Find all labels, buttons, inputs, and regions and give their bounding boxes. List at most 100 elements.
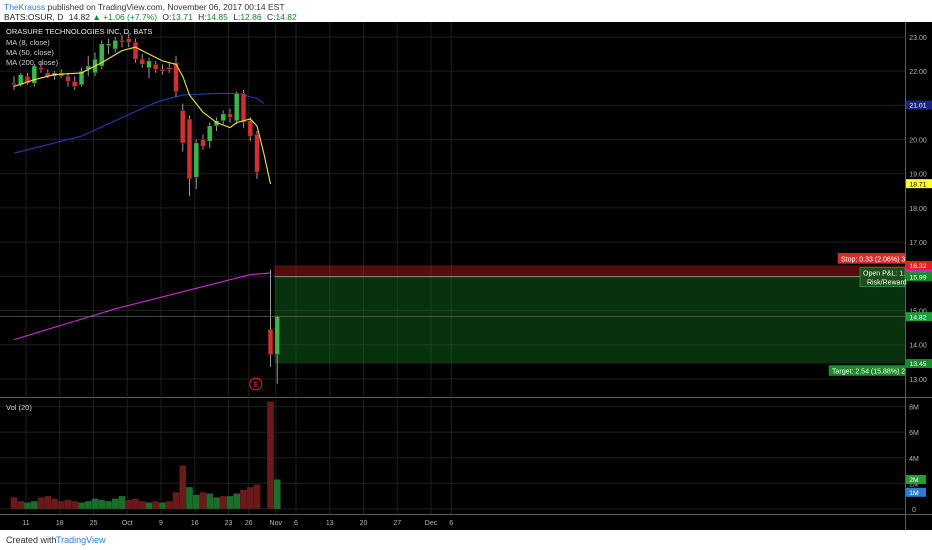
time-tick-label: 26: [245, 520, 253, 527]
created-with-text: Created with: [6, 535, 57, 545]
open-pnl-label: Open P&L: 1.: [863, 271, 905, 278]
time-tick-label: 20: [360, 520, 368, 527]
candle-body: [247, 120, 253, 137]
volume-bar: [145, 502, 153, 509]
candle-body: [119, 40, 125, 43]
candle-body: [24, 76, 31, 84]
chart-title: ORASURE TECHNOLOGIES INC, D, BATS: [6, 27, 152, 36]
candle-body: [180, 110, 186, 144]
candle-body: [11, 82, 17, 86]
risk-reward-label: Risk/Reward: [867, 280, 907, 287]
author-link[interactable]: TheKrauss: [4, 2, 46, 12]
candle-body: [234, 93, 240, 121]
volume-bar: [273, 479, 281, 509]
chart-header: TheKrauss published on TradingView.com, …: [0, 0, 932, 22]
volume-tick-label: 2M: [909, 481, 919, 488]
volume-bar: [240, 489, 247, 509]
candle-body: [78, 70, 85, 86]
volume-bar: [30, 501, 38, 509]
volume-bar: [165, 501, 173, 509]
stop-zone: [274, 265, 905, 277]
volume-badge: [906, 487, 926, 497]
candle-body: [267, 329, 274, 355]
volume-bar: [192, 494, 200, 509]
price-badge: [906, 272, 932, 282]
price-tick-label: 15.00: [909, 309, 927, 316]
high-label: H:: [198, 12, 207, 22]
earnings-marker: [249, 377, 263, 391]
legend-entry: MA (50, close): [6, 48, 54, 57]
volume-bar: [44, 496, 52, 509]
candle-body: [240, 93, 247, 123]
time-tick-label: 23: [225, 520, 233, 527]
legend-entry: MA (200, close): [6, 58, 59, 67]
volume-bar: [267, 401, 274, 509]
candle-body: [159, 69, 166, 72]
time-tick-label: Oct: [122, 520, 133, 527]
change-value: ▲ +1.06 (+7.7%): [92, 12, 158, 22]
time-tick-label: Nov: [270, 520, 283, 527]
target-zone: [274, 276, 905, 364]
volume-bar: [37, 497, 45, 509]
time-tick-label: 13: [326, 520, 334, 527]
volume-badge-label: 1M: [909, 490, 919, 497]
price-badge-label: 21.01: [909, 103, 926, 110]
price-badge: [906, 312, 932, 322]
price-tick-label: 14.00: [909, 343, 927, 350]
candle-body: [173, 62, 179, 92]
pnl-label-box: [859, 267, 906, 287]
price-badge: [906, 359, 932, 369]
price-tick-label: 17.00: [909, 240, 927, 247]
candle-body: [186, 118, 193, 180]
candle-body: [105, 43, 112, 46]
volume-bar: [10, 497, 18, 509]
price-badge-label: 18.71: [909, 181, 926, 188]
candle-body: [139, 58, 145, 65]
volume-bar: [78, 502, 85, 509]
candle-body: [274, 316, 280, 355]
candle-body: [227, 113, 233, 118]
volume-badge-label: 2M: [909, 477, 919, 484]
candle-body: [65, 76, 71, 82]
candle-body: [132, 41, 139, 60]
price-badge-label: 14.82: [909, 314, 926, 321]
tradingview-logo[interactable]: TradingView: [56, 535, 106, 545]
time-tick-label: 9: [159, 520, 163, 527]
target-label: Target: 2.54 (15.88%) 2: [832, 369, 905, 376]
open-value: 13.71: [171, 12, 193, 22]
candle-body: [207, 125, 213, 142]
price-tick-label: 20.00: [909, 138, 927, 145]
volume-bar: [111, 498, 119, 509]
footer: Created with TradingView: [0, 530, 932, 550]
candle-body: [112, 40, 118, 50]
time-tick-label: 6: [449, 520, 453, 527]
candle-body: [200, 139, 206, 147]
volume-bar: [138, 501, 146, 509]
stock-chart[interactable]: 13.0014.0015.0016.0017.0018.0019.0020.00…: [0, 22, 932, 530]
price-badge: [906, 260, 932, 270]
legend-entry: MA (8, close): [6, 38, 50, 47]
earnings-marker-label: E: [253, 382, 258, 389]
volume-bar: [51, 498, 58, 509]
candle-body: [99, 43, 105, 67]
volume-badge: [906, 475, 926, 484]
candle-body: [126, 38, 132, 43]
candle-body: [72, 81, 78, 87]
time-tick-label: 6: [294, 520, 298, 527]
symbol-label: BATS:OSUR, D: [4, 12, 64, 22]
stop-label: Stop: 0.33 (2.06%) 3: [841, 256, 905, 263]
low-label: L:: [233, 12, 241, 22]
volume-bar: [125, 499, 133, 509]
volume-bar: [159, 502, 166, 509]
time-tick-label: 27: [393, 520, 401, 527]
price-badge-label: 16.32: [909, 263, 926, 270]
volume-bar: [179, 465, 187, 509]
volume-tick-label: 4M: [909, 456, 919, 463]
volume-bar: [213, 497, 220, 509]
volume-bar: [57, 501, 65, 509]
candle-body: [31, 65, 37, 84]
close-value: 14.82: [275, 12, 297, 22]
time-tick-label: 25: [90, 520, 98, 527]
stop-label-box: [837, 253, 906, 264]
price-tick-label: 19.00: [909, 172, 927, 179]
